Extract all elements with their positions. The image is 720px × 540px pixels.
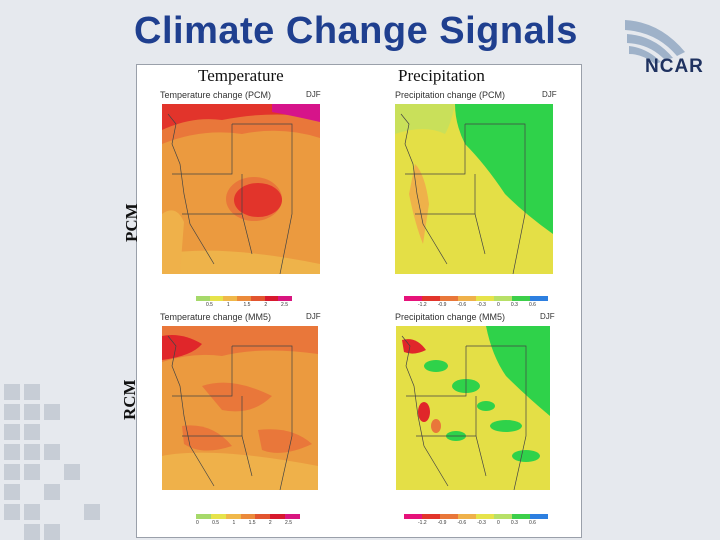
ncar-logo-text: NCAR xyxy=(645,56,704,77)
colorbar-rcm-temperature xyxy=(196,514,301,519)
panel-title-rcm-temperature: Temperature change (MM5) xyxy=(160,312,272,322)
column-label-precipitation: Precipitation xyxy=(398,66,485,85)
season-label: DJF xyxy=(306,312,321,321)
map-rcm-temperature xyxy=(162,326,318,490)
column-label-temperature: Temperature xyxy=(198,66,284,85)
panel-title-pcm-precipitation: Precipitation change (PCM) xyxy=(395,90,506,100)
colorbar-pcm-temperature xyxy=(196,296,293,301)
map-pcm-precipitation xyxy=(395,104,553,274)
map-rcm-precipitation xyxy=(396,326,550,490)
row-label-rcm: RCM xyxy=(120,379,139,420)
colorbar-ticks: -1.2 -0.9 -0.6 -0.3 0 0.3 0.6 xyxy=(418,302,536,308)
background-decoration xyxy=(4,384,100,540)
colorbar-ticks: 0.5 1 1.5 2 2.5 xyxy=(206,302,288,308)
panel-title-pcm-temperature: Temperature change (PCM) xyxy=(160,90,272,100)
season-label: DJF xyxy=(540,312,555,321)
colorbar-ticks: -1.2 -0.9 -0.6 -0.3 0 0.3 0.6 xyxy=(418,520,536,526)
colorbar-rcm-precipitation xyxy=(404,514,548,519)
colorbar-ticks: 0 0.5 1 1.5 2 2.5 xyxy=(196,520,292,526)
ncar-logo-icon xyxy=(625,20,685,64)
map-pcm-temperature xyxy=(162,104,320,274)
season-label: DJF xyxy=(306,90,321,99)
panel-title-rcm-precipitation: Precipitation change (MM5) xyxy=(395,312,506,322)
row-label-pcm: PCM xyxy=(122,203,141,242)
slide-title: Climate Change Signals xyxy=(134,10,578,52)
colorbar-pcm-precipitation xyxy=(404,296,548,301)
season-label: DJF xyxy=(542,90,557,99)
